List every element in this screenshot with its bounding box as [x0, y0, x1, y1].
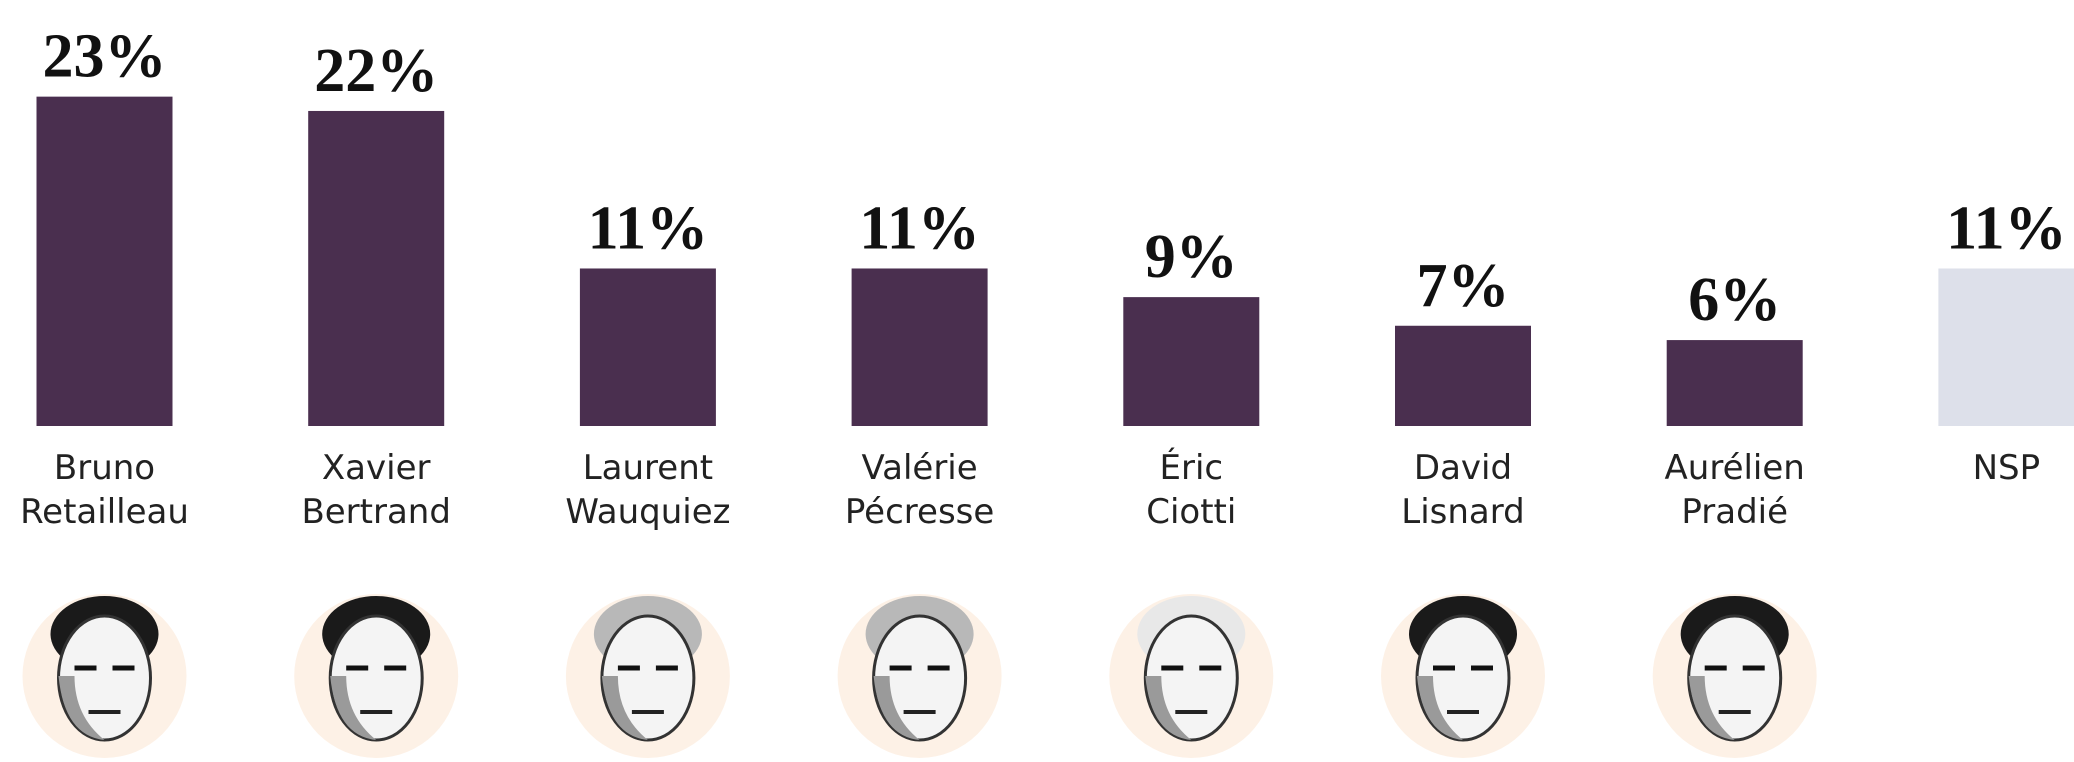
category-label: Aurélien [1665, 448, 1805, 488]
value-label: 22% [314, 37, 438, 105]
category-label: Bruno [54, 448, 155, 488]
bar [1395, 325, 1531, 426]
category-label: NSP [1973, 448, 2041, 488]
portrait [1381, 594, 1545, 758]
bar [579, 268, 716, 426]
value-label: 23% [43, 23, 167, 91]
portrait [22, 594, 187, 758]
portrait-shade [330, 676, 377, 740]
value-label: 7% [1417, 252, 1510, 320]
value-label: 6% [1688, 266, 1781, 334]
portrait-shade [58, 676, 105, 740]
bar [1666, 340, 1803, 426]
category-label: Ciotti [1146, 492, 1236, 532]
value-label: 11% [1946, 194, 2067, 262]
category-label: Valérie [862, 448, 978, 488]
bar [851, 268, 988, 426]
portrait-shade [1688, 676, 1735, 740]
value-label: 11% [859, 194, 980, 262]
portrait [294, 594, 459, 758]
bar [1938, 268, 2074, 426]
portrait [1109, 594, 1274, 758]
category-label: Pécresse [845, 492, 994, 532]
category-label: Lisnard [1401, 492, 1524, 532]
portrait [565, 594, 730, 758]
category-label: Retailleau [20, 492, 189, 532]
portrait [1652, 594, 1817, 758]
category-label: Wauquiez [565, 492, 730, 532]
category-label: Xavier [322, 448, 431, 488]
bar [1123, 297, 1260, 426]
value-label: 9% [1145, 223, 1238, 291]
portrait [837, 594, 1002, 758]
portrait-shade [1417, 676, 1463, 740]
bar [308, 110, 445, 427]
bar [36, 96, 173, 426]
category-label: Laurent [583, 448, 713, 488]
category-label: Pradié [1681, 492, 1788, 532]
portrait-shade [873, 676, 920, 740]
category-label: Bertrand [301, 492, 451, 532]
category-label: Éric [1159, 447, 1223, 488]
value-label: 11% [588, 194, 709, 262]
portrait-shade [601, 676, 648, 740]
portrait-shade [1145, 676, 1192, 740]
category-label: David [1414, 448, 1512, 488]
